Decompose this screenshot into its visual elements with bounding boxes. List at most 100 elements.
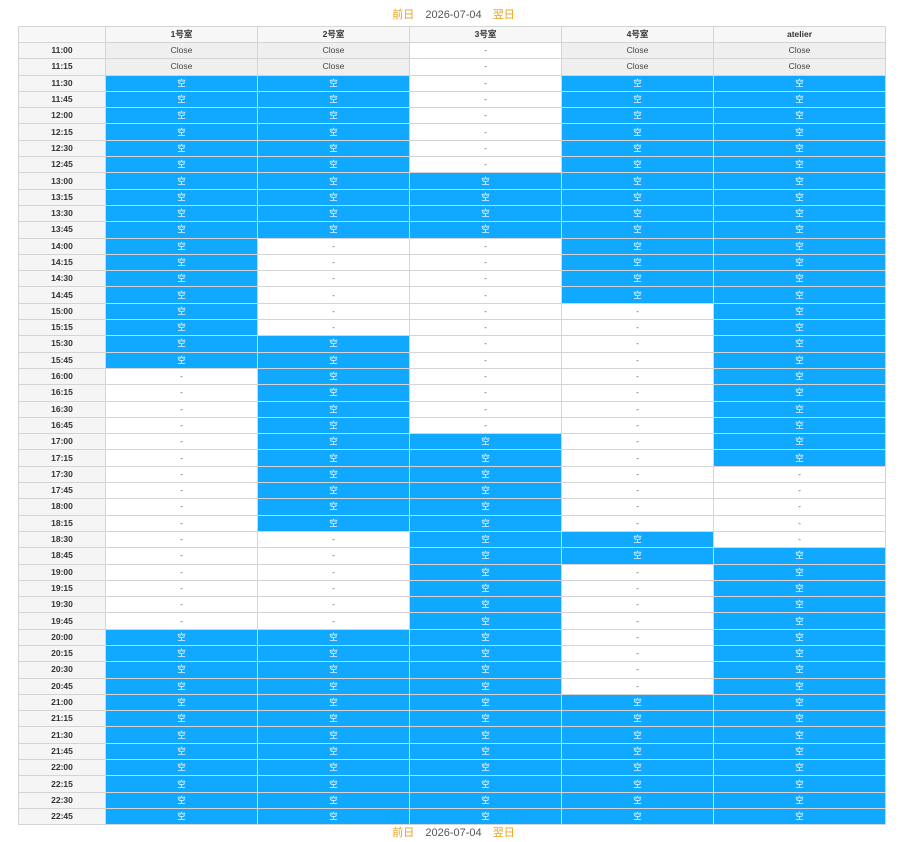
- slot-available-cell[interactable]: 空: [105, 237, 258, 255]
- slot-available-cell[interactable]: 空: [105, 759, 258, 777]
- slot-available-cell[interactable]: 空: [561, 530, 714, 549]
- slot-available-cell[interactable]: 空: [105, 172, 258, 190]
- slot-available-cell[interactable]: 空: [561, 237, 714, 255]
- slot-available-cell[interactable]: 空: [257, 677, 410, 695]
- slot-available-cell[interactable]: 空: [257, 188, 410, 206]
- slot-available-cell[interactable]: 空: [713, 563, 886, 581]
- slot-available-cell[interactable]: 空: [561, 726, 714, 744]
- slot-available-cell[interactable]: 空: [105, 644, 258, 663]
- slot-available-cell[interactable]: 空: [561, 204, 714, 223]
- slot-available-cell[interactable]: 空: [257, 726, 410, 744]
- slot-available-cell[interactable]: 空: [409, 563, 562, 581]
- slot-available-cell[interactable]: 空: [561, 123, 714, 141]
- prev-day-link[interactable]: 前日: [392, 827, 415, 839]
- slot-available-cell[interactable]: 空: [713, 433, 886, 451]
- slot-available-cell[interactable]: 空: [257, 498, 410, 516]
- slot-available-cell[interactable]: 空: [105, 710, 258, 728]
- slot-available-cell[interactable]: 空: [561, 710, 714, 728]
- slot-available-cell[interactable]: 空: [257, 807, 410, 826]
- slot-available-cell[interactable]: 空: [409, 628, 562, 646]
- slot-available-cell[interactable]: 空: [409, 465, 562, 484]
- slot-available-cell[interactable]: 空: [409, 547, 562, 565]
- slot-available-cell[interactable]: 空: [409, 188, 562, 206]
- slot-available-cell[interactable]: 空: [713, 628, 886, 646]
- slot-available-cell[interactable]: 空: [561, 270, 714, 288]
- slot-available-cell[interactable]: 空: [105, 188, 258, 206]
- slot-available-cell[interactable]: 空: [561, 775, 714, 793]
- slot-available-cell[interactable]: 空: [713, 742, 886, 761]
- slot-available-cell[interactable]: 空: [713, 710, 886, 728]
- slot-available-cell[interactable]: 空: [105, 791, 258, 809]
- slot-available-cell[interactable]: 空: [409, 579, 562, 598]
- slot-available-cell[interactable]: 空: [713, 204, 886, 223]
- slot-available-cell[interactable]: 空: [561, 107, 714, 125]
- slot-available-cell[interactable]: 空: [257, 221, 410, 239]
- slot-available-cell[interactable]: 空: [409, 661, 562, 679]
- slot-available-cell[interactable]: 空: [257, 367, 410, 386]
- slot-available-cell[interactable]: 空: [409, 221, 562, 239]
- slot-available-cell[interactable]: 空: [105, 156, 258, 174]
- slot-available-cell[interactable]: 空: [409, 807, 562, 826]
- slot-available-cell[interactable]: 空: [105, 270, 258, 288]
- slot-available-cell[interactable]: 空: [257, 644, 410, 663]
- slot-available-cell[interactable]: 空: [257, 156, 410, 174]
- slot-available-cell[interactable]: 空: [257, 107, 410, 125]
- slot-available-cell[interactable]: 空: [105, 677, 258, 695]
- slot-available-cell[interactable]: 空: [713, 677, 886, 695]
- slot-available-cell[interactable]: 空: [105, 775, 258, 793]
- slot-available-cell[interactable]: 空: [257, 482, 410, 500]
- slot-available-cell[interactable]: 空: [105, 661, 258, 679]
- slot-available-cell[interactable]: 空: [561, 139, 714, 158]
- slot-available-cell[interactable]: 空: [257, 465, 410, 484]
- slot-available-cell[interactable]: 空: [713, 416, 886, 435]
- slot-available-cell[interactable]: 空: [561, 807, 714, 826]
- slot-available-cell[interactable]: 空: [713, 139, 886, 158]
- slot-available-cell[interactable]: 空: [105, 107, 258, 125]
- slot-available-cell[interactable]: 空: [713, 384, 886, 402]
- slot-available-cell[interactable]: 空: [257, 759, 410, 777]
- slot-available-cell[interactable]: 空: [713, 286, 886, 304]
- slot-available-cell[interactable]: 空: [409, 677, 562, 695]
- slot-available-cell[interactable]: 空: [257, 449, 410, 467]
- slot-available-cell[interactable]: 空: [409, 204, 562, 223]
- slot-available-cell[interactable]: 空: [713, 107, 886, 125]
- slot-available-cell[interactable]: 空: [409, 514, 562, 532]
- slot-available-cell[interactable]: 空: [713, 270, 886, 288]
- slot-available-cell[interactable]: 空: [257, 123, 410, 141]
- slot-available-cell[interactable]: 空: [105, 253, 258, 272]
- next-day-link[interactable]: 翌日: [492, 9, 515, 21]
- slot-available-cell[interactable]: 空: [409, 433, 562, 451]
- slot-available-cell[interactable]: 空: [713, 400, 886, 418]
- slot-available-cell[interactable]: 空: [257, 90, 410, 109]
- slot-available-cell[interactable]: 空: [561, 791, 714, 809]
- slot-available-cell[interactable]: 空: [561, 172, 714, 190]
- slot-available-cell[interactable]: 空: [409, 612, 562, 630]
- slot-available-cell[interactable]: 空: [409, 775, 562, 793]
- slot-available-cell[interactable]: 空: [561, 74, 714, 92]
- slot-available-cell[interactable]: 空: [409, 596, 562, 614]
- slot-available-cell[interactable]: 空: [105, 90, 258, 109]
- slot-available-cell[interactable]: 空: [257, 351, 410, 369]
- slot-available-cell[interactable]: 空: [257, 628, 410, 646]
- slot-available-cell[interactable]: 空: [713, 335, 886, 353]
- slot-available-cell[interactable]: 空: [105, 807, 258, 826]
- slot-available-cell[interactable]: 空: [105, 335, 258, 353]
- slot-available-cell[interactable]: 空: [105, 286, 258, 304]
- slot-available-cell[interactable]: 空: [713, 156, 886, 174]
- slot-available-cell[interactable]: 空: [713, 775, 886, 793]
- slot-available-cell[interactable]: 空: [713, 123, 886, 141]
- slot-available-cell[interactable]: 空: [561, 547, 714, 565]
- slot-available-cell[interactable]: 空: [713, 351, 886, 369]
- slot-available-cell[interactable]: 空: [713, 367, 886, 386]
- slot-available-cell[interactable]: 空: [713, 237, 886, 255]
- slot-available-cell[interactable]: 空: [713, 693, 886, 712]
- slot-available-cell[interactable]: 空: [105, 139, 258, 158]
- slot-available-cell[interactable]: 空: [257, 775, 410, 793]
- prev-day-link[interactable]: 前日: [392, 9, 415, 21]
- slot-available-cell[interactable]: 空: [257, 416, 410, 435]
- slot-available-cell[interactable]: 空: [257, 384, 410, 402]
- slot-available-cell[interactable]: 空: [105, 351, 258, 369]
- slot-available-cell[interactable]: 空: [257, 172, 410, 190]
- slot-available-cell[interactable]: 空: [105, 221, 258, 239]
- slot-available-cell[interactable]: 空: [257, 791, 410, 809]
